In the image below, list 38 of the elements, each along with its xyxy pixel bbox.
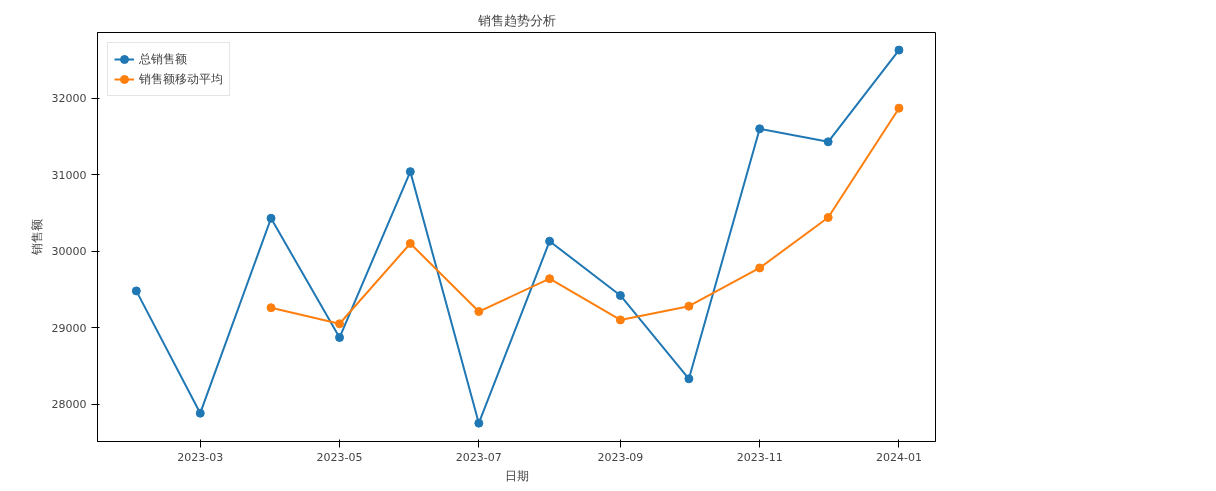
- point: [335, 319, 345, 329]
- chart-title: 销售趋势分析: [476, 12, 556, 28]
- point: [474, 307, 484, 317]
- point: [405, 167, 415, 177]
- point: [823, 137, 833, 147]
- point: [545, 274, 555, 284]
- x-axis-title: 日期: [504, 468, 529, 483]
- y-axis-title: 销售额: [29, 219, 44, 256]
- point: [684, 301, 694, 311]
- x-tick-label: 2023-09: [597, 450, 644, 464]
- y-tick-label: 29000: [51, 321, 87, 335]
- y-tick-label: 30000: [51, 245, 87, 259]
- x-tick-label: 2023-11: [736, 450, 783, 464]
- point: [615, 290, 625, 300]
- x-tick-label: 2024-01: [875, 450, 922, 464]
- x-tick-label: 2023-05: [316, 450, 363, 464]
- point: [335, 333, 345, 343]
- point: [131, 286, 141, 296]
- y-tick-label: 32000: [51, 92, 87, 106]
- point: [266, 213, 276, 223]
- point: [823, 213, 833, 222]
- point: [894, 103, 904, 113]
- point: [755, 263, 765, 273]
- point: [405, 239, 415, 248]
- legend-label: 销售额移动平均: [139, 70, 223, 88]
- point: [266, 303, 276, 313]
- y-tick-label: 31000: [51, 168, 87, 182]
- point: [684, 374, 694, 384]
- point: [755, 124, 765, 134]
- x-tick-label: 2023-03: [177, 450, 224, 464]
- point: [615, 315, 625, 325]
- point: [474, 418, 484, 428]
- point: [195, 408, 205, 418]
- legend-label: 总销售额: [139, 50, 187, 68]
- x-tick-label: 2023-07: [455, 450, 502, 464]
- point: [894, 45, 904, 55]
- y-tick-label: 28000: [51, 398, 87, 412]
- point: [545, 236, 555, 246]
